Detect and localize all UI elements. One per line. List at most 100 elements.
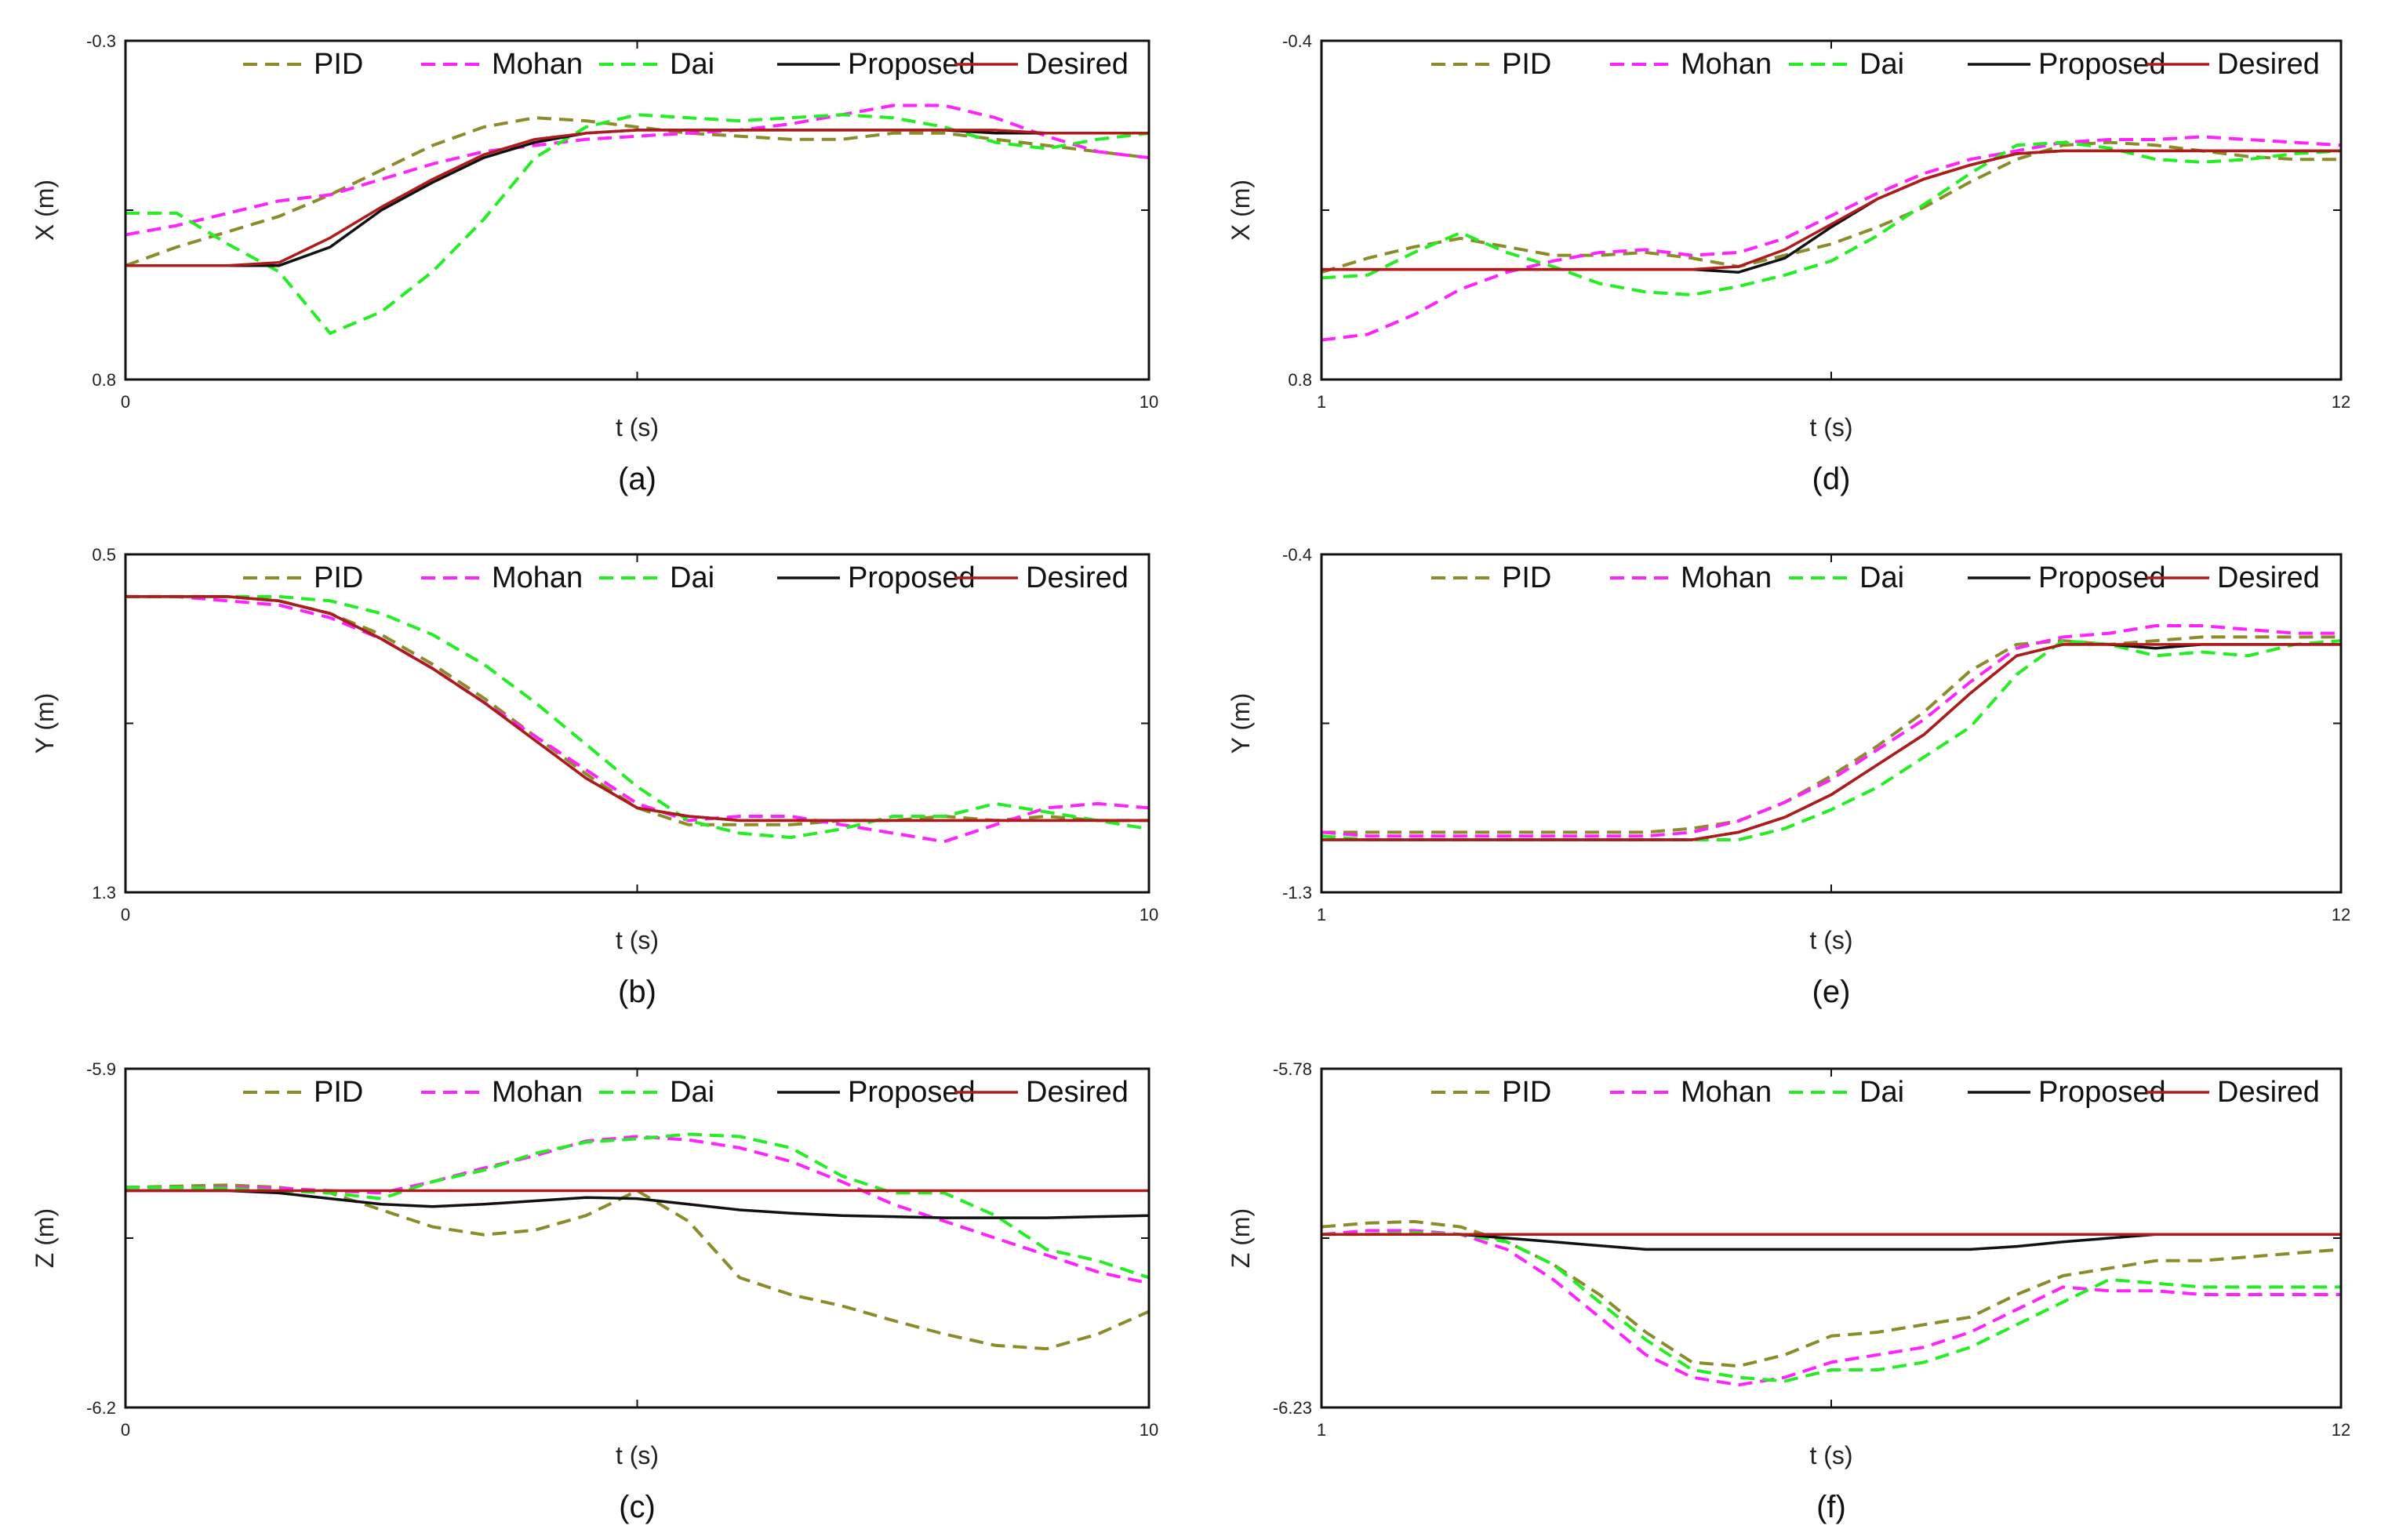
y-axis-label: X (m): [1227, 180, 1255, 241]
series-line-dai: [1321, 140, 2341, 296]
legend-label-desired: Desired: [1026, 48, 1129, 81]
legend-label-mohan: Mohan: [1681, 48, 1772, 81]
legend-label-dai: Dai: [670, 48, 714, 81]
legend-label-proposed: Proposed: [2038, 561, 2166, 594]
legend-label-proposed: Proposed: [848, 561, 976, 594]
legend: PID Mohan Dai Proposed Desired: [243, 561, 1129, 594]
series-group: [125, 594, 1149, 844]
series-line-pid: [125, 594, 1149, 826]
x-tick-label: 0: [121, 1420, 130, 1440]
legend-label-desired: Desired: [1026, 561, 1129, 594]
x-axis-label: t (s): [616, 1441, 659, 1469]
legend-label-pid: PID: [1502, 561, 1551, 594]
series-line-dai: [1321, 1231, 2341, 1383]
legend: PID Mohan Dai Proposed Desired: [243, 1076, 1129, 1109]
y-tick-label: -6.2: [86, 1398, 116, 1418]
series-line-mohan: [125, 104, 1149, 237]
x-axis-label: t (s): [616, 926, 659, 954]
legend-label-pid: PID: [1502, 1076, 1551, 1109]
y-axis-label: X (m): [31, 180, 59, 241]
plot-frame: [1320, 39, 2343, 381]
y-axis-label: Z (m): [1227, 1208, 1255, 1268]
x-tick-label: 12: [2332, 1420, 2350, 1440]
legend-label-mohan: Mohan: [492, 1076, 583, 1109]
legend-label-pid: PID: [314, 48, 363, 81]
series-line-pid: [125, 116, 1149, 267]
legend: PID Mohan Dai Proposed Desired: [1431, 1076, 2320, 1109]
series-group: [1321, 624, 2341, 841]
series-line-mohan: [1321, 1229, 2341, 1387]
x-tick-label: 12: [2332, 392, 2350, 412]
legend-label-mohan: Mohan: [1681, 1076, 1772, 1109]
plot-frame: [124, 1067, 1151, 1409]
series-line-pid: [1321, 1219, 2341, 1368]
y-tick-label: -1.3: [1282, 883, 1312, 903]
series-line-mohan: [1321, 624, 2341, 838]
x-axis-label: t (s): [1809, 926, 1852, 954]
series-line-proposed: [125, 1189, 1149, 1219]
panel-caption: (f): [1816, 1490, 1846, 1524]
legend-label-dai: Dai: [670, 1076, 714, 1109]
x-axis-label: t (s): [1809, 413, 1852, 441]
panel-caption: (c): [619, 1490, 656, 1524]
legend-label-desired: Desired: [1026, 1076, 1129, 1109]
y-axis-label: Y (m): [31, 693, 59, 754]
series-line-proposed: [125, 595, 1149, 823]
x-tick-label: 0: [121, 392, 130, 412]
x-tick-label: 12: [2332, 905, 2350, 924]
panel-caption: (b): [618, 975, 656, 1009]
series-line-dai: [125, 113, 1149, 336]
legend-label-pid: PID: [314, 1076, 363, 1109]
series-line-mohan: [1321, 135, 2341, 342]
y-tick-label: 0.8: [1288, 370, 1312, 390]
x-axis-label: t (s): [616, 413, 659, 441]
panel-caption: (a): [618, 462, 656, 496]
legend-label-dai: Dai: [1859, 48, 1904, 81]
y-axis-label: Z (m): [31, 1208, 59, 1268]
chart-panel-c: -5.9 -6.20 10 t (s) Z (m) (c) PID Mohan Dai Propo…: [31, 1059, 1158, 1524]
legend-label-mohan: Mohan: [492, 48, 583, 81]
series-group: [1321, 1219, 2341, 1387]
series-group: [125, 104, 1149, 336]
chart-panel-b: 0.5 1.3 0 10 t (s) Y (m) (b) PID Mohan Dai Propose…: [31, 545, 1158, 1009]
series-line-dai: [1321, 639, 2341, 841]
series-line-proposed: [1321, 1233, 2341, 1251]
x-axis-label: t (s): [1809, 1441, 1852, 1469]
plot-frame: [1320, 553, 2343, 894]
y-tick-label: -5.78: [1273, 1059, 1312, 1079]
legend-label-mohan: Mohan: [492, 561, 583, 594]
legend-label-mohan: Mohan: [1681, 561, 1772, 594]
x-tick-label: 10: [1140, 392, 1158, 412]
series-line-desired: [125, 595, 1149, 823]
x-tick-label: 0: [121, 905, 130, 924]
y-axis-label: Y (m): [1227, 693, 1255, 754]
series-line-desired: [1321, 149, 2341, 271]
series-line-desired: [1321, 643, 2341, 841]
y-tick-label: -5.9: [86, 1059, 116, 1079]
legend-label-desired: Desired: [2217, 48, 2320, 81]
chart-panel-a: -0.3 0.80 10 t (s) X (m) (a) PID Mohan Dai Propos…: [31, 31, 1158, 496]
legend-label-desired: Desired: [2217, 1076, 2320, 1109]
y-tick-label: -0.4: [1282, 31, 1312, 51]
legend-label-proposed: Proposed: [848, 1076, 976, 1109]
legend-label-dai: Dai: [1859, 561, 1904, 594]
plot-frame: [124, 39, 1151, 381]
legend-label-dai: Dai: [670, 561, 714, 594]
series-line-proposed: [1321, 149, 2341, 274]
series-line-desired: [125, 129, 1149, 267]
y-tick-label: 0.8: [92, 370, 116, 390]
series-line-proposed: [125, 129, 1149, 267]
chart-panel-f: -5.78 -6.231 12 t (s) Z (m) (f) PID Mohan Dai Pro…: [1227, 1059, 2350, 1524]
panel-caption: (e): [1812, 975, 1851, 1009]
series-group: [125, 1132, 1149, 1351]
chart-panel-e: -0.4 -1.3 1 12 t (s) Y (m) (e) PID Mohan Dai Propo…: [1227, 545, 2350, 1009]
series-line-mohan: [125, 594, 1149, 844]
series-group: [1321, 135, 2341, 342]
series-line-pid: [1321, 635, 2341, 834]
legend: PID Mohan Dai Proposed Desired: [1431, 48, 2320, 81]
legend: PID Mohan Dai Proposed Desired: [243, 48, 1129, 81]
legend-label-proposed: Proposed: [2038, 48, 2166, 81]
legend-label-pid: PID: [314, 561, 363, 594]
y-tick-label: 1.3: [92, 883, 116, 903]
series-line-dai: [125, 1132, 1149, 1280]
